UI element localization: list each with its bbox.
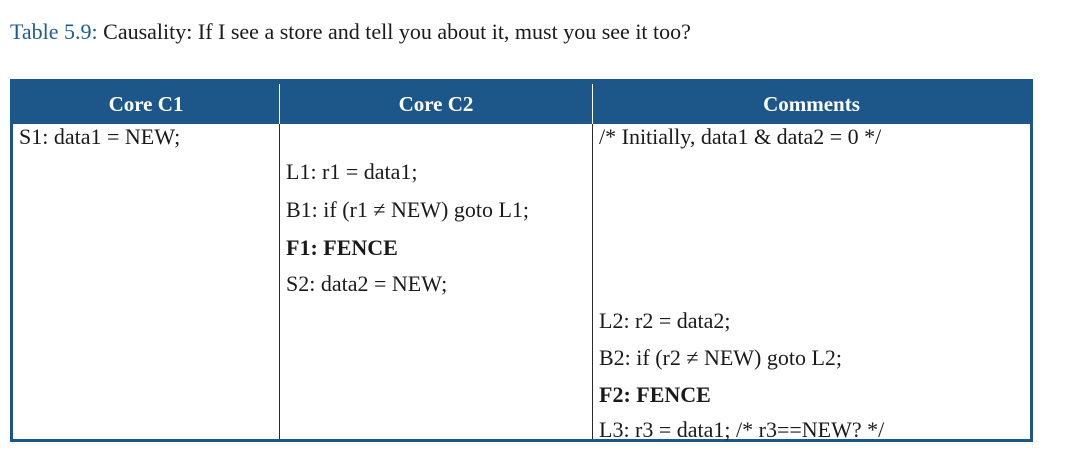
header-core-c2: Core C2 bbox=[280, 84, 593, 124]
table-caption: Table 5.9: Causality: If I see a store a… bbox=[10, 18, 691, 46]
table-body: S1: data1 = NEW; L1: r1 = data1; B1: if … bbox=[13, 124, 1030, 442]
code-line-b2: B2: if (r2 ≠ NEW) goto L2; bbox=[599, 345, 843, 370]
causality-table: Core C1 Core C2 Comments S1: data1 = NEW… bbox=[10, 79, 1033, 442]
code-line-s2: S2: data2 = NEW; bbox=[286, 271, 448, 296]
comment-initial: /* Initially, data1 & data2 = 0 */ bbox=[599, 124, 882, 149]
header-comments: Comments bbox=[763, 92, 860, 116]
code-line-b1: B1: if (r1 ≠ NEW) goto L1; bbox=[286, 197, 530, 222]
column-core-c2: L1: r1 = data1; B1: if (r1 ≠ NEW) goto L… bbox=[280, 124, 593, 439]
header-core-c1: Core C1 bbox=[13, 84, 280, 124]
code-line-l2: L2: r2 = data2; bbox=[599, 308, 731, 333]
code-line-l3: L3: r3 = data1; /* r3==NEW? */ bbox=[599, 417, 885, 442]
caption-text: Causality: If I see a store and tell you… bbox=[97, 19, 691, 44]
table-header: Core C1 Core C2 Comments bbox=[13, 84, 1030, 124]
code-line-s1: S1: data1 = NEW; bbox=[19, 124, 181, 149]
column-comments: /* Initially, data1 & data2 = 0 */ L2: r… bbox=[593, 124, 1030, 442]
code-line-f1: F1: FENCE bbox=[286, 235, 398, 260]
caption-label: Table 5.9: bbox=[10, 19, 98, 44]
code-line-l1: L1: r1 = data1; bbox=[286, 159, 418, 184]
code-line-f2: F2: FENCE bbox=[599, 382, 711, 407]
column-core-c1: S1: data1 = NEW; bbox=[13, 124, 280, 439]
